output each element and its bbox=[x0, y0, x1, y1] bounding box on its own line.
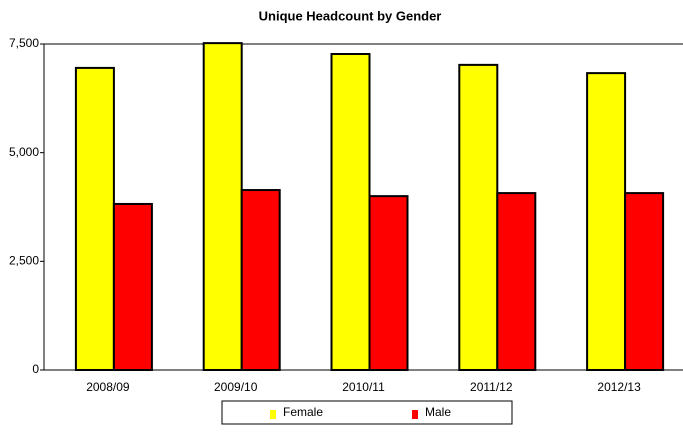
bar bbox=[586, 72, 627, 371]
legend-label: Male bbox=[425, 405, 451, 419]
legend-box bbox=[221, 400, 513, 425]
x-tick-label: 2008/09 bbox=[86, 380, 130, 394]
y-tick-label: 0 bbox=[32, 362, 39, 376]
y-tick-label: 5,000 bbox=[9, 145, 39, 159]
y-tick-label: 2,500 bbox=[9, 254, 39, 268]
bar bbox=[330, 52, 371, 371]
legend-swatch bbox=[412, 410, 418, 419]
bar bbox=[496, 192, 537, 371]
bar bbox=[202, 42, 243, 371]
bar bbox=[112, 202, 153, 371]
bar bbox=[368, 195, 409, 371]
x-tick-label: 2010/11 bbox=[342, 380, 385, 394]
x-tick-label: 2009/10 bbox=[214, 380, 258, 394]
chart-title: Unique Headcount by Gender bbox=[259, 8, 442, 23]
legend-swatch bbox=[270, 410, 276, 419]
legend-label: Female bbox=[283, 405, 323, 419]
x-tick-label: 2011/12 bbox=[470, 380, 513, 394]
bar bbox=[240, 189, 281, 371]
y-tick-label: 7,500 bbox=[9, 36, 39, 50]
bar bbox=[74, 66, 115, 371]
bar bbox=[624, 192, 665, 371]
x-tick-label: 2012/13 bbox=[597, 380, 641, 394]
bar bbox=[458, 63, 499, 371]
